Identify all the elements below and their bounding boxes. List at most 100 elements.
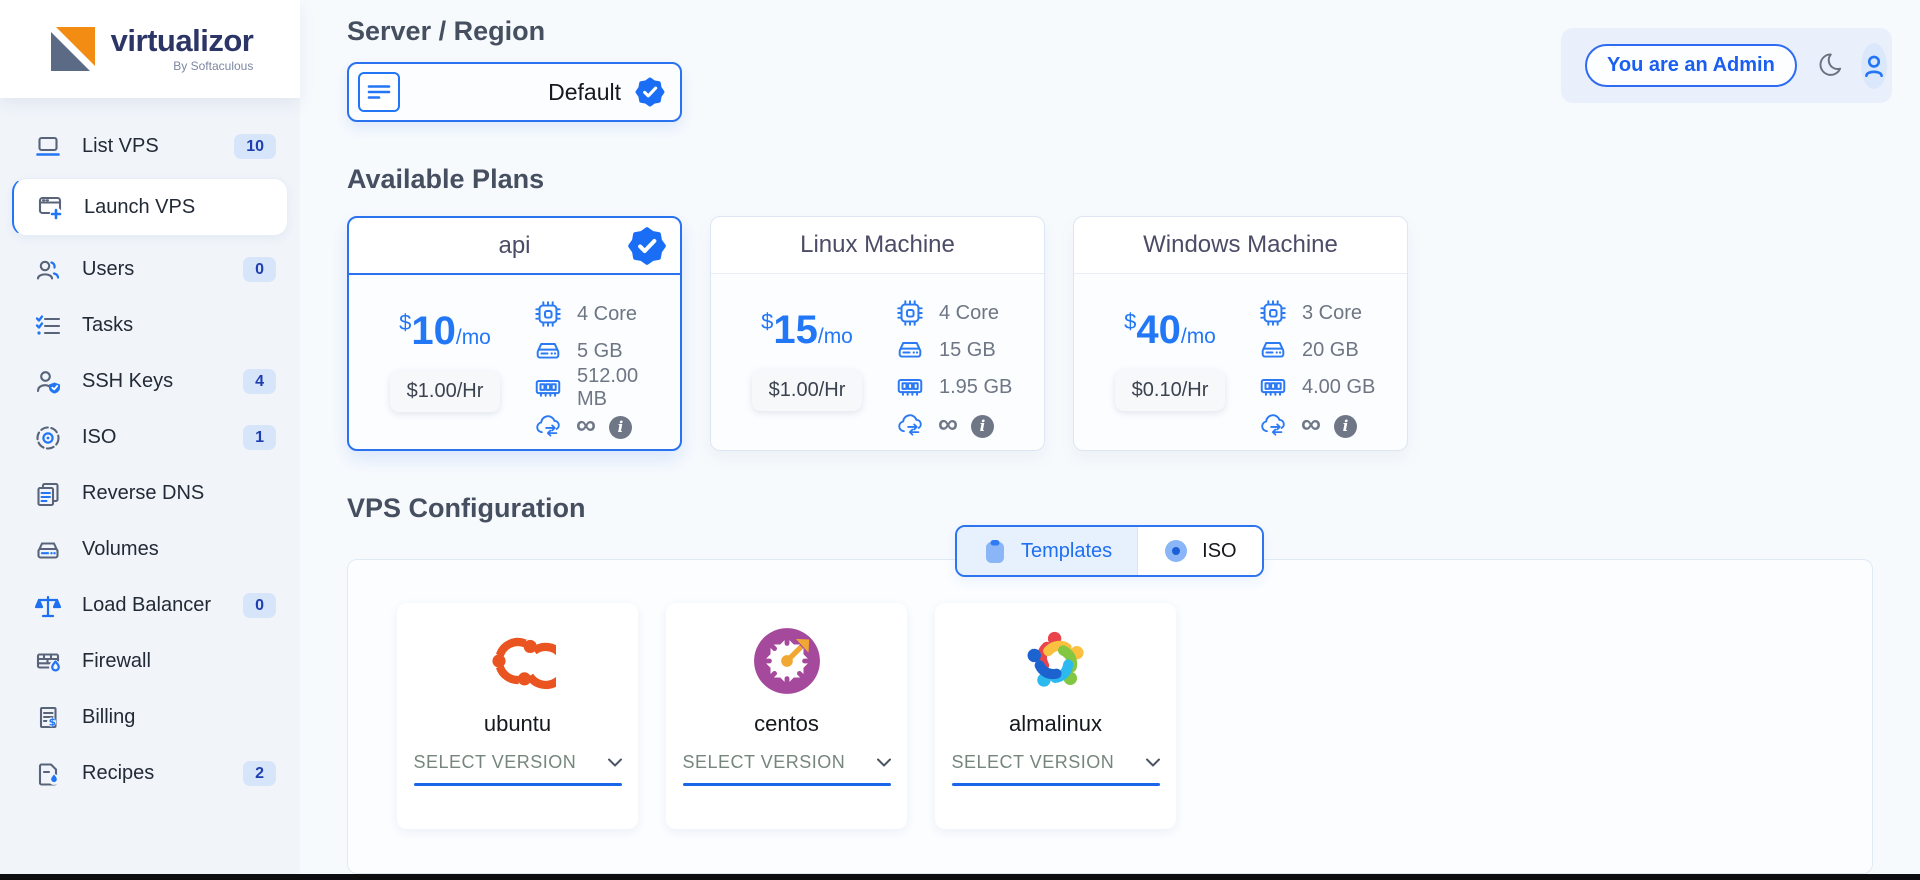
sidebar-item-label: SSH Keys: [82, 370, 174, 392]
tab-iso[interactable]: ISO: [1137, 527, 1262, 575]
sidebar-item-iso[interactable]: ISO 1: [12, 413, 288, 462]
plan-monthly-price: $15/mo: [761, 310, 853, 350]
spec-ram: 1.95 GB: [895, 372, 1028, 402]
sidebar-item-label: Tasks: [82, 314, 134, 336]
sidebar-item-label: Firewall: [82, 650, 151, 672]
plan-card-linux-machine[interactable]: Linux Machine $15/mo $1.00/Hr 4 Core: [710, 216, 1045, 451]
template-name: centos: [754, 711, 819, 736]
sidebar-item-list-vps[interactable]: List VPS 10: [12, 122, 288, 171]
user-avatar-button[interactable]: [1860, 42, 1887, 89]
region-option-default[interactable]: Default: [347, 62, 682, 122]
brand-tagline: By Softaculous: [173, 59, 254, 73]
plan-header: Windows Machine: [1074, 217, 1407, 274]
sidebar-item-billing[interactable]: $ Billing: [12, 693, 288, 742]
spec-cores: 4 Core: [895, 298, 1028, 328]
sidebar-item-label: ISO: [82, 426, 117, 448]
spec-disk: 15 GB: [895, 335, 1028, 365]
sidebar-item-reverse-dns[interactable]: Reverse DNS: [12, 469, 288, 518]
spec-disk-value: 20 GB: [1302, 338, 1359, 361]
sidebar-item-label: Billing: [82, 706, 136, 728]
info-icon[interactable]: i: [970, 414, 994, 438]
spec-cores-value: 3 Core: [1302, 301, 1363, 324]
server-list-icon: [367, 85, 391, 99]
ram-icon: [535, 379, 561, 397]
plan-hourly-price: $0.10/Hr: [1114, 370, 1226, 411]
sidebar-item-label: Recipes: [82, 762, 155, 784]
price-currency: $: [1124, 309, 1137, 334]
infinity-bandwidth-icon: ∞: [576, 409, 596, 440]
select-underline: [682, 783, 891, 786]
user-icon: [1864, 55, 1883, 77]
documents-icon: [37, 482, 59, 506]
info-icon[interactable]: i: [1333, 414, 1357, 438]
topbar-user-area: You are an Admin: [1561, 28, 1892, 103]
billing-receipt-icon: $: [39, 706, 57, 728]
almalinux-logo: [1027, 631, 1084, 687]
select-underline: [413, 783, 622, 786]
sidebar-item-tasks[interactable]: Tasks: [12, 301, 288, 350]
plan-specs: 4 Core 15 GB 1.95 GB ∞: [883, 298, 1028, 441]
version-select-almalinux[interactable]: SELECT VERSION: [951, 752, 1160, 786]
template-card-almalinux: almalinux SELECT VERSION: [935, 603, 1176, 829]
version-select-centos[interactable]: SELECT VERSION: [682, 752, 891, 786]
vps-configuration-heading: VPS Configuration: [347, 493, 586, 523]
plan-header: Linux Machine: [711, 217, 1044, 274]
plan-price-block: $10/mo $1.00/Hr: [369, 299, 521, 442]
available-plans-heading: Available Plans: [347, 164, 545, 194]
vps-configuration-section: Templates ISO: [347, 525, 1892, 874]
cpu-icon: [1260, 300, 1286, 326]
user-shield-icon: [36, 370, 60, 393]
disk-icon: [898, 341, 922, 358]
brand-logo[interactable]: virtualizor By Softaculous: [0, 0, 300, 98]
version-select-ubuntu[interactable]: SELECT VERSION: [413, 752, 622, 786]
plan-header: api: [349, 218, 680, 275]
sidebar-item-volumes[interactable]: Volumes: [12, 525, 288, 574]
price-period: /mo: [455, 326, 491, 349]
sidebar-item-firewall[interactable]: Firewall: [12, 637, 288, 686]
main-content: You are an Admin Server / Region Default…: [300, 0, 1920, 880]
infinity-bandwidth-icon: ∞: [1301, 408, 1321, 439]
plan-monthly-price: $40/mo: [1124, 310, 1216, 350]
spec-cores-value: 4 Core: [577, 302, 638, 325]
cloud-transfer-icon: [898, 414, 922, 436]
server-region-heading: Server / Region: [347, 16, 546, 46]
sidebar-item-label: Users: [82, 258, 135, 280]
sidebar-item-users[interactable]: Users 0: [12, 245, 288, 294]
price-amount: 40: [1136, 308, 1181, 352]
sidebar-item-recipes[interactable]: Recipes 2: [12, 749, 288, 798]
brand-text: virtualizor By Softaculous: [111, 25, 254, 73]
region-option-label: Default: [548, 78, 621, 105]
sidebar-item-label: Volumes: [82, 538, 159, 560]
spec-ram-value: 4.00 GB: [1302, 375, 1376, 398]
count-badge: 4: [243, 368, 276, 395]
sidebar-item-launch-vps[interactable]: Launch VPS: [12, 178, 288, 236]
select-version-label: SELECT VERSION: [413, 752, 577, 772]
tab-templates[interactable]: Templates: [957, 527, 1138, 575]
count-badge: 0: [243, 256, 276, 283]
source-tabs: Templates ISO: [955, 525, 1264, 577]
spec-ram-value: 512.00 MB: [577, 365, 639, 410]
sidebar-item-ssh-keys[interactable]: SSH Keys 4: [12, 357, 288, 406]
hard-drive-icon: [37, 541, 59, 559]
ram-icon: [1260, 378, 1286, 396]
sidebar-item-load-balancer[interactable]: Load Balancer 0: [12, 581, 288, 630]
plan-card-windows-machine[interactable]: Windows Machine $40/mo $0.10/Hr 3 Core: [1073, 216, 1408, 451]
chevron-down-icon: [607, 758, 622, 767]
svg-text:$: $: [49, 716, 56, 728]
select-underline: [951, 783, 1160, 786]
dark-mode-toggle[interactable]: [1813, 49, 1845, 83]
spec-cores: 3 Core: [1258, 298, 1391, 328]
disk-icon: [1261, 341, 1285, 358]
plan-hourly-price: $1.00/Hr: [751, 370, 863, 411]
admin-role-button[interactable]: You are an Admin: [1585, 44, 1797, 87]
recipes-icon: [38, 762, 60, 786]
sidebar-nav: List VPS 10 Launch VPS Users 0 Tasks S: [0, 98, 300, 805]
spec-disk: 5 GB: [533, 336, 664, 366]
brand-name: virtualizor: [110, 23, 254, 58]
firewall-icon: [36, 652, 62, 673]
price-amount: 10: [411, 309, 456, 353]
info-icon[interactable]: i: [608, 415, 632, 439]
template-card-centos: centos SELECT VERSION: [666, 603, 907, 829]
laptop-icon: [36, 136, 60, 156]
plan-card-api[interactable]: api $10/mo $1.00/Hr 4 Core: [347, 216, 682, 451]
